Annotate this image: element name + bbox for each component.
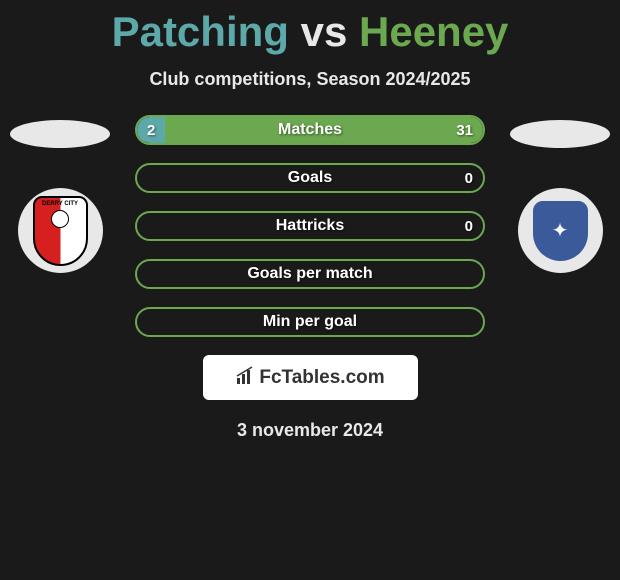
stat-row: Goals0 <box>135 163 485 193</box>
stat-value-right: 0 <box>465 218 473 235</box>
stat-label: Matches <box>137 121 483 139</box>
footer-date: 3 november 2024 <box>0 420 620 441</box>
stat-label: Hattricks <box>137 217 483 235</box>
stat-label: Goals <box>137 169 483 187</box>
title-player1: Patching <box>112 8 289 55</box>
footer-site-name: FcTables.com <box>259 367 384 389</box>
stat-value-right: 0 <box>465 170 473 187</box>
left-player-column: DERRY CITY <box>5 115 115 273</box>
drogheda-crest: ✦ <box>533 201 588 261</box>
stat-label: Min per goal <box>137 313 483 331</box>
player1-marker <box>10 120 110 148</box>
crest-ball-icon <box>51 210 69 228</box>
crest-text: DERRY CITY <box>42 201 78 207</box>
main-content: DERRY CITY 2Matches31Goals0Hattricks0Goa… <box>0 115 620 337</box>
page-title: Patching vs Heeney <box>0 0 620 64</box>
right-player-column: ✦ <box>505 115 615 273</box>
club-badge-left: DERRY CITY <box>18 188 103 273</box>
stat-row: Goals per match <box>135 259 485 289</box>
stat-row: Min per goal <box>135 307 485 337</box>
stat-label: Goals per match <box>137 265 483 283</box>
club-badge-right: ✦ <box>518 188 603 273</box>
stat-row: 2Matches31 <box>135 115 485 145</box>
header: Patching vs Heeney Club competitions, Se… <box>0 0 620 90</box>
stat-value-right: 31 <box>456 122 473 139</box>
footer-branding[interactable]: FcTables.com <box>203 355 418 400</box>
derry-city-crest: DERRY CITY <box>33 196 88 266</box>
chart-icon <box>235 366 255 389</box>
subtitle: Club competitions, Season 2024/2025 <box>0 69 620 90</box>
player2-marker <box>510 120 610 148</box>
title-player2: Heeney <box>359 8 508 55</box>
stats-container: 2Matches31Goals0Hattricks0Goals per matc… <box>135 115 485 337</box>
title-vs: vs <box>301 8 348 55</box>
stat-row: Hattricks0 <box>135 211 485 241</box>
